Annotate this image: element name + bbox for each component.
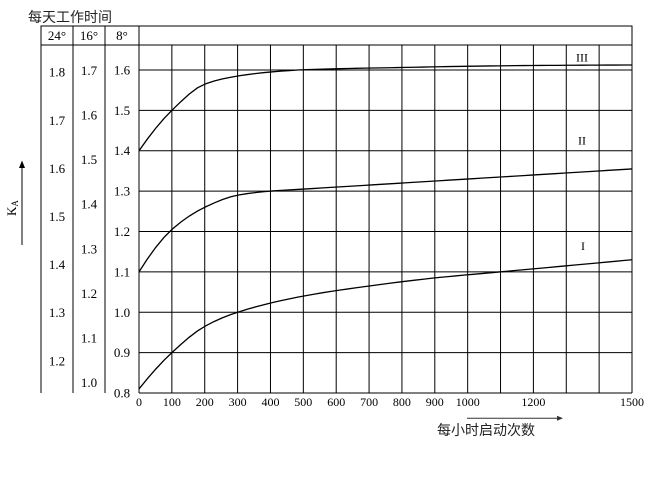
svg-text:1.6: 1.6	[49, 161, 66, 176]
svg-text:700: 700	[360, 395, 378, 409]
svg-text:1500: 1500	[620, 395, 644, 409]
svg-text:1.2: 1.2	[81, 286, 97, 301]
svg-text:1.2: 1.2	[114, 224, 130, 239]
svg-text:0.8: 0.8	[114, 386, 130, 401]
svg-text:800: 800	[393, 395, 411, 409]
svg-text:KA: KA	[4, 200, 20, 216]
svg-text:1.4: 1.4	[49, 257, 66, 272]
svg-text:500: 500	[294, 395, 312, 409]
svg-text:1.7: 1.7	[49, 113, 66, 128]
svg-text:1.3: 1.3	[49, 305, 65, 320]
svg-text:1.1: 1.1	[114, 264, 130, 279]
svg-text:1200: 1200	[521, 395, 545, 409]
svg-text:600: 600	[327, 395, 345, 409]
svg-text:0.9: 0.9	[114, 345, 130, 360]
svg-text:1.0: 1.0	[81, 375, 97, 390]
svg-text:100: 100	[163, 395, 181, 409]
svg-text:1.3: 1.3	[81, 241, 97, 256]
svg-text:1.2: 1.2	[49, 353, 65, 368]
svg-text:1.5: 1.5	[81, 152, 97, 167]
svg-text:1.0: 1.0	[114, 305, 130, 320]
svg-text:1.5: 1.5	[49, 209, 65, 224]
svg-text:8°: 8°	[116, 28, 128, 43]
svg-text:1.4: 1.4	[81, 197, 98, 212]
svg-text:III: III	[576, 51, 588, 65]
svg-text:1.6: 1.6	[114, 63, 131, 78]
svg-text:1000: 1000	[456, 395, 480, 409]
svg-text:I: I	[581, 239, 585, 253]
svg-text:24°: 24°	[48, 28, 66, 43]
svg-text:1.1: 1.1	[81, 330, 97, 345]
svg-text:16°: 16°	[80, 28, 98, 43]
svg-text:300: 300	[229, 395, 247, 409]
svg-text:1.3: 1.3	[114, 184, 130, 199]
svg-text:1.6: 1.6	[81, 108, 98, 123]
svg-text:900: 900	[426, 395, 444, 409]
svg-text:1.7: 1.7	[81, 63, 98, 78]
svg-text:1.8: 1.8	[49, 65, 65, 80]
svg-text:0: 0	[136, 395, 142, 409]
svg-text:1.5: 1.5	[114, 103, 130, 118]
svg-text:200: 200	[196, 395, 214, 409]
svg-text:400: 400	[262, 395, 280, 409]
svg-text:1.4: 1.4	[114, 143, 131, 158]
svg-text:II: II	[578, 134, 586, 148]
